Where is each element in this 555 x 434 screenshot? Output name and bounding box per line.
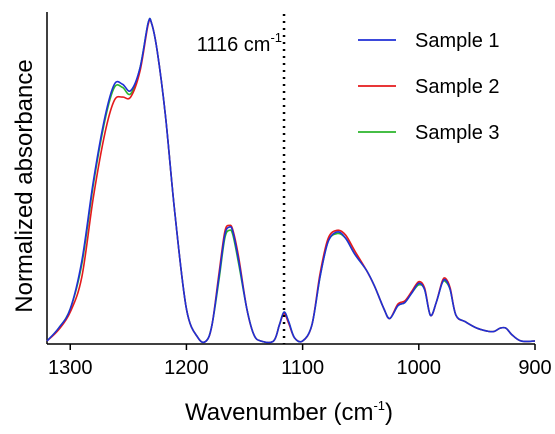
x-axis-title-end: ) (385, 399, 393, 426)
legend-label-3: Sample 3 (415, 122, 500, 144)
x-tick-label-1100: 1100 (281, 357, 324, 379)
x-axis-title-text: Wavenumber (cm (185, 399, 373, 426)
annotation-label-text: 1116 cm (197, 34, 271, 56)
series-line-sample-3 (46, 17, 536, 344)
annotation-label: 1116 cm-1 (197, 30, 282, 56)
legend: Sample 1 Sample 2 Sample 3 (358, 30, 500, 144)
x-tick-label-1000: 1000 (397, 357, 442, 379)
legend-label-1: Sample 1 (415, 30, 500, 52)
series-line-sample-2 (46, 18, 536, 344)
x-axis-title: Wavenumber (cm-1) (185, 398, 393, 426)
series-line-sample-1 (46, 17, 536, 344)
legend-label-2: Sample 2 (415, 76, 500, 98)
x-tick-label-1200: 1200 (164, 357, 209, 379)
y-axis-title: Normalized absorbance (11, 59, 38, 312)
x-axis-title-sup: -1 (373, 398, 385, 413)
x-ticks: 1300 1200 1100 1000 900 (48, 344, 552, 379)
x-tick-label-900: 900 (518, 357, 551, 379)
x-tick-label-1300: 1300 (48, 357, 93, 379)
series-group (46, 17, 536, 344)
annotation-label-sup: -1 (270, 30, 282, 45)
